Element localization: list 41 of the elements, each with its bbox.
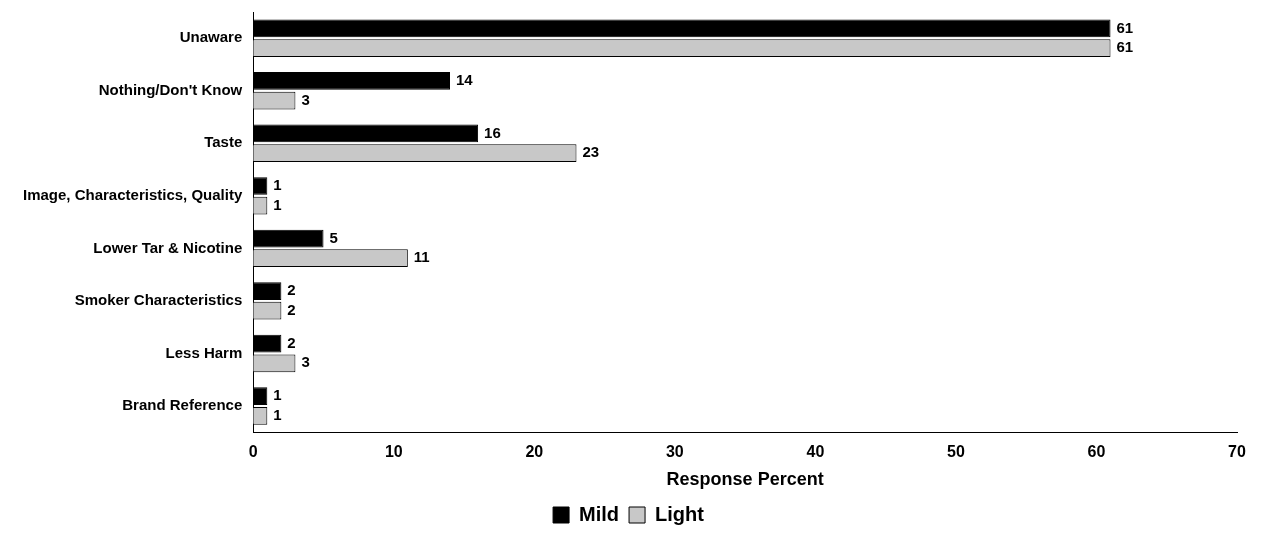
bar [253, 282, 282, 300]
bar [253, 19, 1111, 38]
data-label: 2 [287, 333, 296, 351]
y-tick-label: Image, Characteristics, Quality [22, 185, 243, 203]
legend-label: Mild [579, 502, 620, 525]
bar [253, 72, 451, 90]
bar [253, 229, 324, 248]
data-label: 5 [329, 228, 338, 246]
x-tick-label: 70 [1228, 443, 1246, 461]
y-tick-label: Brand Reference [122, 396, 243, 414]
x-tick-label: 20 [525, 443, 544, 461]
data-label: 16 [484, 123, 501, 141]
data-label: 3 [301, 353, 310, 371]
x-tick-label: 30 [665, 443, 684, 461]
x-tick-label: 0 [248, 443, 258, 461]
y-tick-label: Nothing/Don't Know [98, 80, 243, 98]
y-tick-label: Lower Tar & Nicotine [93, 238, 243, 256]
data-label: 2 [287, 300, 296, 318]
data-label: 2 [287, 281, 296, 299]
bar [253, 334, 282, 353]
y-tick-label: Taste [204, 133, 243, 151]
data-label: 23 [582, 143, 600, 161]
bar [253, 124, 479, 143]
x-tick-label: 10 [384, 443, 403, 461]
data-label: 1 [273, 405, 282, 423]
y-tick-label: Less Harm [165, 343, 243, 361]
legend-label: Light [655, 502, 705, 525]
data-label: 61 [1116, 38, 1134, 56]
data-label: 1 [273, 176, 282, 194]
data-label: 3 [301, 90, 310, 108]
x-tick-label: 50 [947, 443, 965, 461]
x-axis-title: Response Percent [666, 469, 824, 490]
data-label: 1 [273, 195, 282, 213]
x-tick-label: 60 [1087, 443, 1106, 461]
data-label: 61 [1116, 18, 1134, 36]
y-tick-label: Unaware [179, 28, 243, 46]
y-tick-label: Smoker Characteristics [74, 291, 243, 309]
x-tick-label: 40 [806, 443, 825, 461]
data-label: 14 [456, 71, 474, 89]
data-label: 11 [413, 248, 430, 266]
data-label: 1 [273, 386, 282, 404]
